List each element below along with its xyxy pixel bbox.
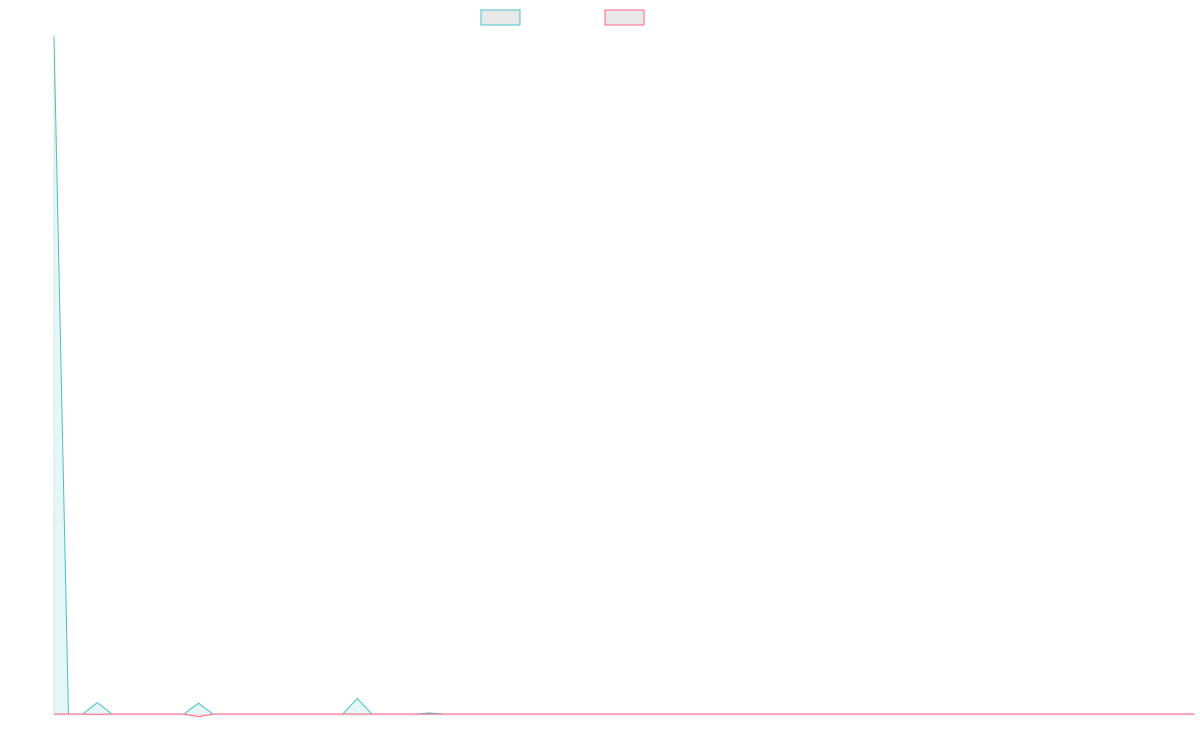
- series-1-area: [54, 37, 1195, 714]
- axes: [53, 35, 1195, 716]
- series-2-line: [54, 713, 1195, 718]
- legend-swatch-series-2: [604, 9, 645, 26]
- legend: [480, 9, 645, 26]
- series-1-line: [53, 36, 1195, 715]
- series-layer: [53, 36, 1195, 718]
- legend-swatch-series-1: [480, 9, 521, 26]
